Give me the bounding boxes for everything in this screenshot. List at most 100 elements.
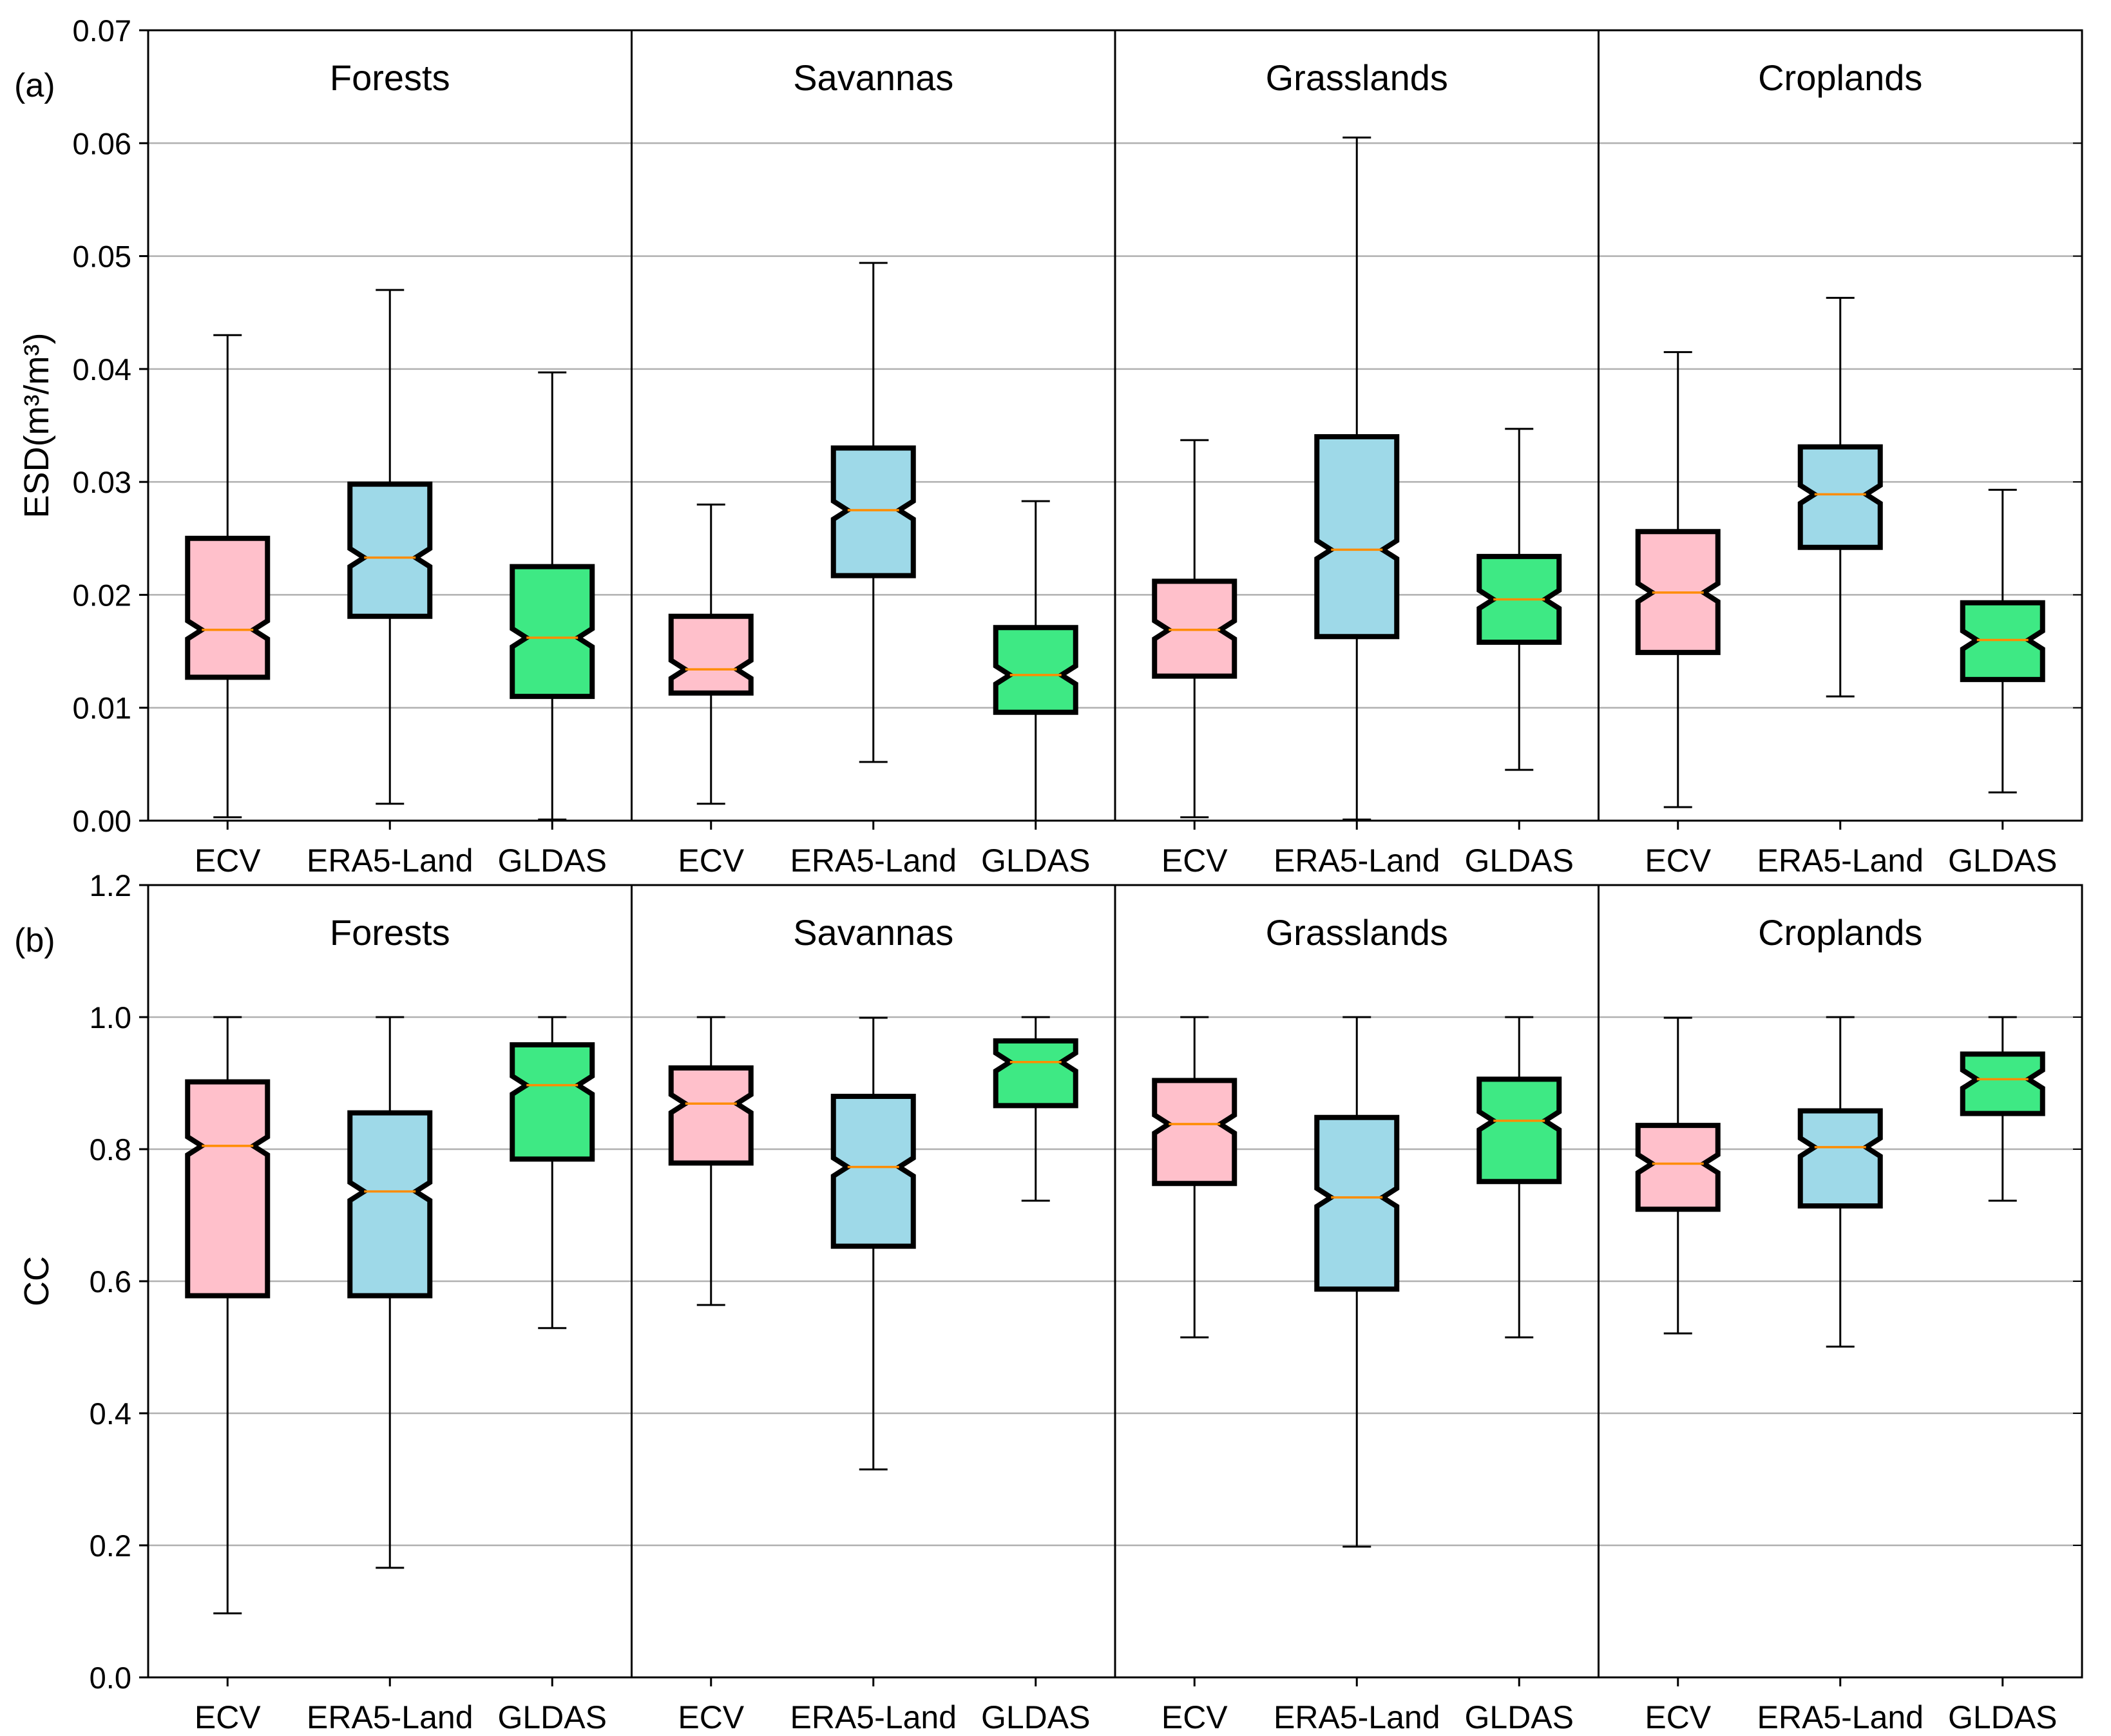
box-gldas: GLDAS	[1464, 1016, 1574, 1735]
y-tick-label: 0.03	[73, 465, 131, 499]
x-tick-label: ECV	[195, 1699, 261, 1735]
y-tick-label: 0.04	[73, 352, 131, 386]
panel-a: 0.00 0.01 0.02 0.03 0.04 0.05 0.06 0.07 (a) ESD(m…	[14, 14, 2083, 879]
x-tick-label: ECV	[1161, 843, 1228, 879]
box-ecv: ECV	[1152, 439, 1237, 879]
x-tick-label: ERA5-Land	[307, 1699, 473, 1735]
box-body	[347, 1110, 433, 1299]
box-body	[1152, 1078, 1237, 1187]
y-tick-label: 0.0	[90, 1661, 131, 1695]
box-era5-land: ERA5-Land	[307, 289, 473, 879]
x-tick-label: ERA5-Land	[1757, 1699, 1924, 1735]
box-body	[347, 481, 433, 619]
y-tick-label: 0.01	[73, 691, 131, 725]
y-tick-label: 1.0	[90, 1000, 131, 1035]
group-title: Savannas	[793, 57, 953, 98]
box-body	[1152, 578, 1237, 679]
box-ecv: ECV	[1152, 1016, 1237, 1735]
x-tick-label: ECV	[1161, 1699, 1228, 1735]
panel-label: (b)	[14, 922, 55, 959]
y-tick-label: 1.2	[90, 868, 131, 902]
y-tick-label: 0.6	[90, 1264, 131, 1299]
y-tick-label: 0.07	[73, 14, 131, 48]
x-tick-label: GLDAS	[1464, 843, 1574, 879]
box-era5-land: ERA5-Land	[1757, 296, 1924, 879]
x-tick-label: ECV	[1645, 843, 1711, 879]
y-tick-label: 0.06	[73, 126, 131, 160]
group-title: Croplands	[1758, 912, 1922, 953]
box-gldas: GLDAS	[981, 1016, 1091, 1735]
box-body	[1960, 600, 2045, 682]
box-body	[1314, 1114, 1400, 1292]
box-body	[993, 1038, 1078, 1109]
box-gldas: GLDAS	[981, 500, 1091, 879]
x-tick-label: ECV	[678, 843, 744, 879]
box-ecv: ECV	[1635, 351, 1721, 879]
x-tick-label: GLDAS	[497, 843, 607, 879]
box-body	[1314, 434, 1400, 640]
x-tick-label: GLDAS	[1464, 1699, 1574, 1735]
box-ecv: ECV	[185, 334, 271, 879]
box-body	[830, 1094, 916, 1249]
y-tick-label: 0.8	[90, 1132, 131, 1167]
box-body	[510, 1042, 595, 1162]
box-ecv: ECV	[1635, 1016, 1721, 1735]
group-title: Forests	[330, 57, 450, 98]
x-tick-label: GLDAS	[497, 1699, 607, 1735]
y-tick-label: 0.05	[73, 240, 131, 274]
box-body	[1797, 444, 1883, 550]
x-tick-label: ECV	[195, 843, 261, 879]
box-gldas: GLDAS	[497, 371, 607, 879]
panel-b: 0.0 0.2 0.4 0.6 0.8 1.0 1.2 (b) CC Forests ECV ERA5…	[14, 868, 2083, 1735]
box-ecv: ECV	[668, 1016, 754, 1735]
box-body	[830, 445, 916, 578]
box-ecv: ECV	[668, 503, 754, 879]
x-tick-label: GLDAS	[1948, 1699, 2058, 1735]
box-era5-land: ERA5-Land	[790, 1016, 957, 1735]
box-ecv: ECV	[185, 1016, 271, 1735]
panel-label: (a)	[14, 67, 55, 104]
box-body	[185, 535, 271, 680]
box-era5-land: ERA5-Land	[1274, 137, 1440, 879]
box-gldas: GLDAS	[497, 1016, 607, 1735]
y-tick-label: 0.02	[73, 578, 131, 612]
y-tick-label: 0.4	[90, 1397, 131, 1431]
box-era5-land: ERA5-Land	[1757, 1016, 1924, 1735]
box-body	[510, 564, 595, 700]
x-tick-label: ECV	[1645, 1699, 1711, 1735]
x-tick-label: GLDAS	[1948, 843, 2058, 879]
box-era5-land: ERA5-Land	[1274, 1016, 1440, 1735]
x-tick-label: GLDAS	[981, 1699, 1091, 1735]
box-gldas: GLDAS	[1948, 1016, 2058, 1735]
box-body	[1960, 1051, 2045, 1116]
x-tick-label: GLDAS	[981, 843, 1091, 879]
box-body	[1635, 1123, 1721, 1212]
box-gldas: GLDAS	[1464, 428, 1574, 879]
group-title: Croplands	[1758, 57, 1922, 98]
x-tick-label: ERA5-Land	[790, 1699, 957, 1735]
x-tick-label: ERA5-Land	[790, 843, 957, 879]
group-title: Forests	[330, 912, 450, 953]
y-axis-label: CC	[17, 1256, 56, 1306]
box-era5-land: ERA5-Land	[307, 1016, 473, 1735]
y-axis-label: ESD(m³/m³)	[17, 333, 56, 519]
box-body	[668, 613, 754, 696]
box-body	[1476, 1076, 1562, 1185]
x-tick-label: ECV	[678, 1699, 744, 1735]
x-tick-label: ERA5-Land	[1274, 843, 1440, 879]
y-tick-label: 0.00	[73, 804, 131, 838]
group-title: Grasslands	[1266, 912, 1448, 953]
x-tick-label: ERA5-Land	[307, 843, 473, 879]
x-tick-label: ERA5-Land	[1757, 843, 1924, 879]
box-gldas: GLDAS	[1948, 488, 2058, 879]
box-era5-land: ERA5-Land	[790, 262, 957, 879]
box-body	[1797, 1108, 1883, 1209]
x-tick-label: ERA5-Land	[1274, 1699, 1440, 1735]
group-title: Grasslands	[1266, 57, 1448, 98]
y-tick-label: 0.2	[90, 1529, 131, 1563]
box-body	[993, 625, 1078, 715]
group-title: Savannas	[793, 912, 953, 953]
box-body	[185, 1079, 271, 1299]
box-body	[668, 1065, 754, 1166]
